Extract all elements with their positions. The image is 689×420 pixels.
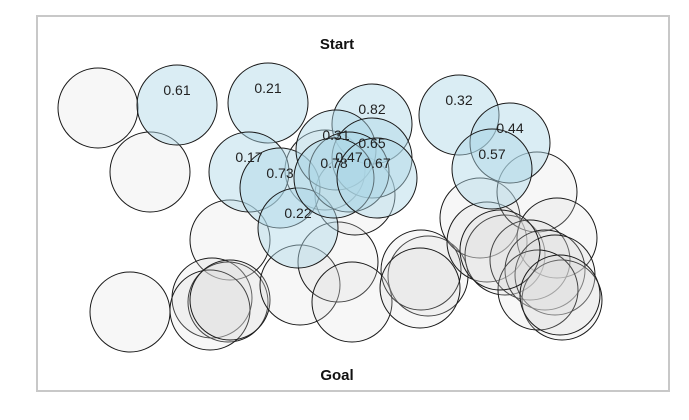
node-value-label: 0.78 [320,155,347,171]
node-circle [169,269,251,351]
node-circle [189,199,271,281]
node-circle [504,229,586,311]
active-node-circle [336,137,418,219]
node-circle [446,201,528,283]
node-value-label: 0.61 [163,82,190,98]
node-value-label: 0.73 [266,165,293,181]
node-value-label: 0.17 [235,149,262,165]
node-value-label: 0.67 [363,155,390,171]
node-value-label: 0.82 [358,101,385,117]
node-circle [89,271,171,353]
node-circle [314,154,396,236]
node-circle [380,229,462,311]
node-value-label: 0.31 [322,127,349,143]
active-node-circle [208,131,290,213]
node-circle [496,151,578,233]
node-circle [379,247,461,329]
node-value-label: 0.32 [445,92,472,108]
node-circle [311,261,393,343]
active-node-circle [136,64,218,146]
node-circle [259,244,341,326]
active-node-circle [227,62,309,144]
value-labels-layer: 0.61 0.21 0.32 0.82 0.44 0.57 0.170.73 0.22 0.31… [163,80,523,221]
node-value-label: 0.65 [358,135,385,151]
active-node-circle [418,74,500,156]
node-circle [519,254,601,336]
goal-label: Goal [320,367,353,384]
node-value-label: 0.44 [496,120,523,136]
active-node-circle [257,187,339,269]
active-node-circle [469,102,551,184]
node-value-label: 0.47 [335,149,362,165]
node-value-label: 0.57 [478,146,505,162]
node-value-label: 0.21 [254,80,281,96]
start-label: Start [320,36,354,53]
plot-frame [36,15,670,392]
node-circle [387,235,469,317]
node-circle [109,131,191,213]
node-circle [489,219,571,301]
nodes-layer [57,62,603,353]
node-circle [516,197,598,279]
active-node-circle [308,131,390,213]
node-value-label: 0.22 [284,205,311,221]
node-circle [189,259,271,341]
node-circle [521,259,603,341]
active-node-circle [295,109,377,191]
node-circle [57,67,139,149]
node-circle [459,209,541,291]
active-node-circle [293,137,375,219]
active-node-circle [451,128,533,210]
